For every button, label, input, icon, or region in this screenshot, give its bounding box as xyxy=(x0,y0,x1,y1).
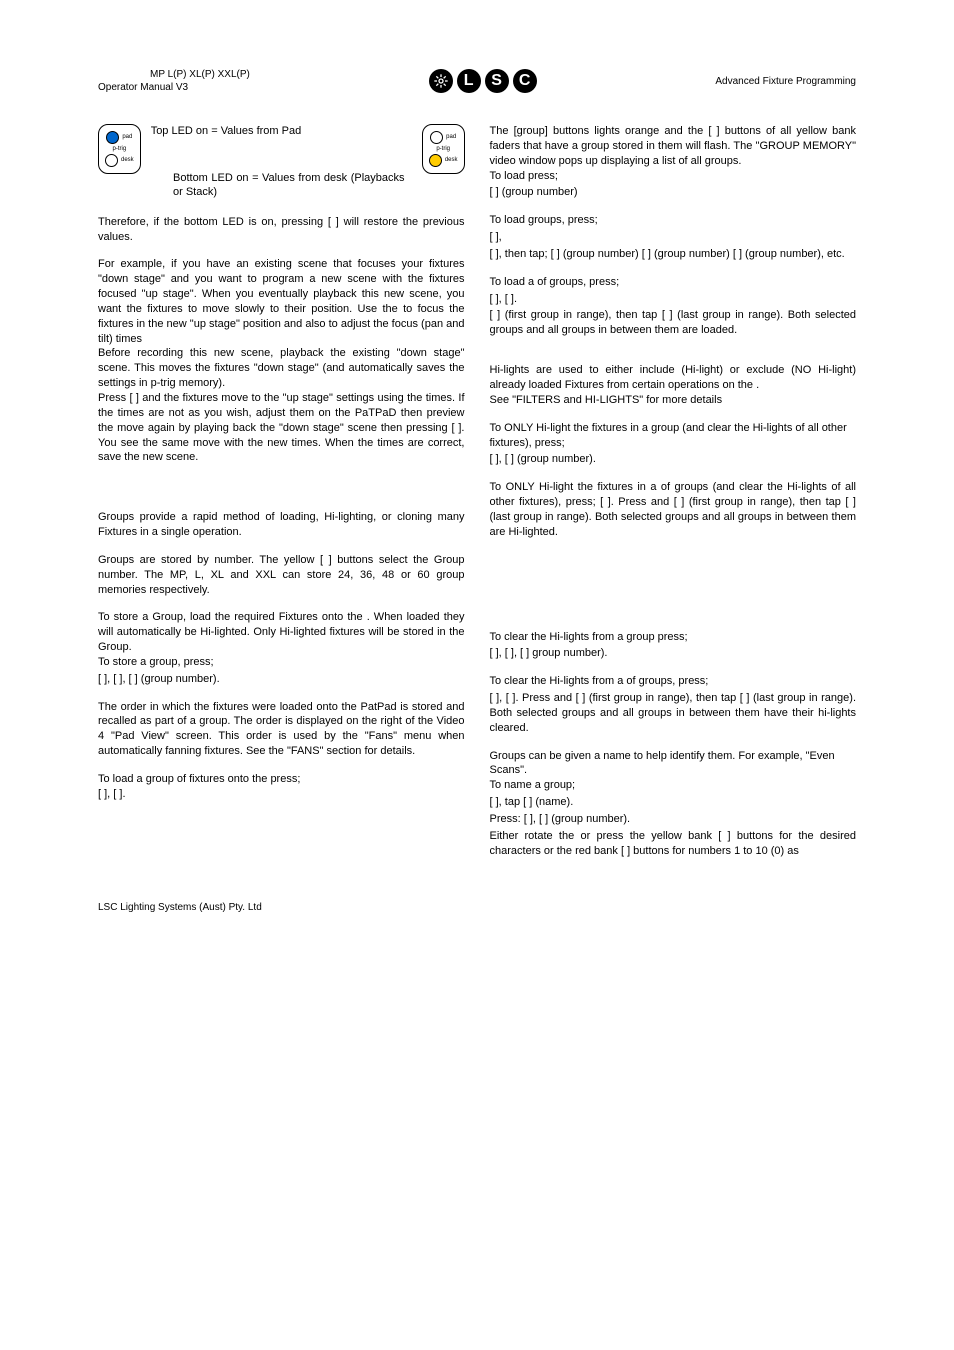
body-text: To store a group, press; xyxy=(98,655,465,670)
body-text: The order in which the fixtures were loa… xyxy=(98,700,465,759)
body-text: To load a group of fixtures onto the pre… xyxy=(98,772,465,787)
body-text: [ ], [ ] (group number). xyxy=(490,452,857,467)
body-text: Hi-lights are used to either include (Hi… xyxy=(490,363,857,393)
body-text: Groups can be given a name to help ident… xyxy=(490,749,857,779)
led-circle-icon xyxy=(430,131,443,144)
header-title: MP L(P) XL(P) XXL(P) xyxy=(98,68,250,81)
header-left: MP L(P) XL(P) XXL(P) Operator Manual V3 xyxy=(98,68,250,94)
body-text: To load a of groups, press; xyxy=(490,275,857,290)
led-text-bottom: Bottom LED on = Values from desk (Playba… xyxy=(173,171,465,200)
body-text: [ ] (group number) xyxy=(490,185,857,200)
body-text: To load press; xyxy=(490,169,857,184)
right-column: The [group] buttons lights orange and th… xyxy=(490,124,857,872)
body-text: For example, if you have an existing sce… xyxy=(98,257,465,346)
led-box-left: pad p-trig desk xyxy=(98,124,141,174)
body-text: To load groups, press; xyxy=(490,213,857,228)
led-text-top: Top LED on = Values from Pad xyxy=(151,124,412,138)
page-footer: LSC Lighting Systems (Aust) Pty. Ltd xyxy=(98,902,856,913)
body-text: To ONLY Hi-light the fixtures in a of gr… xyxy=(490,480,857,539)
body-text: To store a Group, load the required Fixt… xyxy=(98,610,465,655)
led-circle-icon xyxy=(429,154,442,167)
body-text: Press [ ] and the fixtures move to the "… xyxy=(98,391,465,465)
header-logo: L S C xyxy=(429,69,537,93)
header-subtitle: Operator Manual V3 xyxy=(98,81,250,94)
body-text: To ONLY Hi-light the fixtures in a group… xyxy=(490,421,857,451)
led-circle-icon xyxy=(106,131,119,144)
logo-icon xyxy=(429,69,453,93)
led-diagram: pad p-trig desk Top LED on = Values from… xyxy=(98,124,465,174)
body-text: Either rotate the or press the yellow ba… xyxy=(490,829,857,859)
body-text: To clear the Hi-lights from a of groups,… xyxy=(490,674,857,689)
body-text: Before recording this new scene, playbac… xyxy=(98,346,465,391)
logo-letter-s: S xyxy=(485,69,509,93)
body-text: To name a group; xyxy=(490,778,857,793)
body-text: The [group] buttons lights orange and th… xyxy=(490,124,857,169)
body-text: Press: [ ], [ ] (group number). xyxy=(490,812,857,827)
page-header: MP L(P) XL(P) XXL(P) Operator Manual V3 … xyxy=(98,68,856,94)
body-text: [ ], [ ]. Press and [ ] (first group in … xyxy=(490,691,857,736)
body-text: [ ], [ ]. xyxy=(98,787,465,802)
led-box-right: pad p-trig desk xyxy=(422,124,465,174)
body-text: [ ], xyxy=(490,230,857,245)
body-text: [ ], [ ], [ ] group number). xyxy=(490,646,857,661)
body-text: Groups provide a rapid method of loading… xyxy=(98,510,465,540)
header-right: Advanced Fixture Programming xyxy=(715,76,856,87)
body-text: Therefore, if the bottom LED is on, pres… xyxy=(98,215,465,245)
body-text: [ ], then tap; [ ] (group number) [ ] (g… xyxy=(490,247,857,262)
content-area: pad p-trig desk Top LED on = Values from… xyxy=(98,124,856,872)
body-text: Groups are stored by number. The yellow … xyxy=(98,553,465,598)
body-text: [ ], [ ]. xyxy=(490,292,857,307)
logo-letter-c: C xyxy=(513,69,537,93)
logo-letter-l: L xyxy=(457,69,481,93)
body-text: [ ] (first group in range), then tap [ ]… xyxy=(490,308,857,338)
body-text: See "FILTERS and HI-LIGHTS" for more det… xyxy=(490,393,857,408)
body-text: [ ], tap [ ] (name). xyxy=(490,795,857,810)
led-circle-icon xyxy=(105,154,118,167)
left-column: pad p-trig desk Top LED on = Values from… xyxy=(98,124,465,872)
body-text: To clear the Hi-lights from a group pres… xyxy=(490,630,857,645)
body-text: [ ], [ ], [ ] (group number). xyxy=(98,672,465,687)
